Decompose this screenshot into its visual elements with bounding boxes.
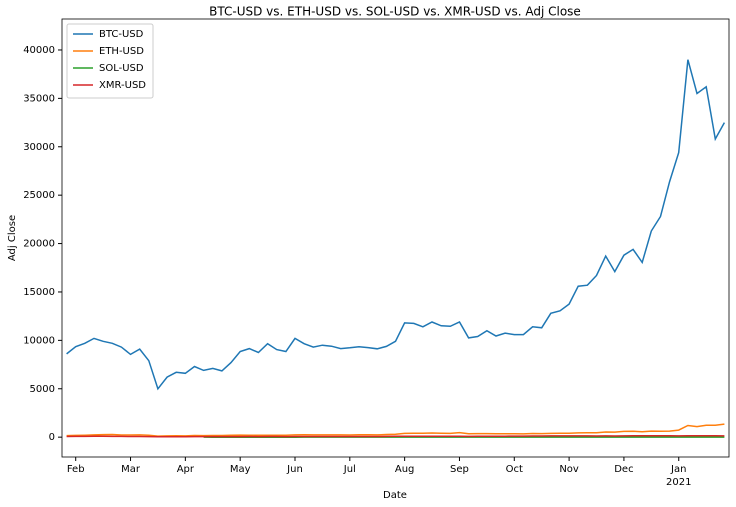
series-line (66, 434, 725, 438)
x-tick-label: May (230, 464, 251, 475)
y-tick-label: 20000 (23, 239, 55, 250)
legend-label: ETH-USD (99, 46, 144, 57)
y-tick-label: 10000 (23, 335, 55, 346)
y-tick-label: 0 (49, 432, 55, 443)
x-tick-label: Aug (395, 464, 415, 475)
x-tick-label: Jun (286, 464, 303, 475)
series-line (66, 59, 726, 391)
legend-box (66, 23, 154, 99)
x-tick-label: Jan (670, 464, 686, 475)
y-tick-label: 40000 (23, 45, 55, 56)
legend-label: SOL-USD (99, 63, 144, 74)
y-tick-label: 25000 (23, 190, 55, 201)
legend-label: XMR-USD (99, 80, 146, 91)
chart-title: BTC-USD vs. ETH-USD vs. SOL-USD vs. XMR-… (209, 5, 581, 19)
y-tick-label: 15000 (23, 287, 55, 298)
x-tick-label: Sep (450, 464, 469, 475)
y-tick-label: 30000 (23, 142, 55, 153)
legend-label: BTC-USD (99, 29, 144, 40)
x-tick-label: Feb (67, 464, 85, 475)
x-tick-label: Jul (343, 464, 356, 475)
plot-frame (61, 18, 730, 458)
x-tick-label: Apr (177, 464, 195, 475)
y-tick-label: 35000 (23, 93, 55, 104)
x-year-label: 2021 (666, 477, 691, 488)
x-tick-label: Dec (614, 464, 633, 475)
x-tick-label: Oct (506, 464, 523, 475)
x-tick-label: Nov (559, 464, 579, 475)
y-axis-label: Adj Close (7, 215, 18, 261)
series-line (66, 423, 725, 437)
x-axis-label: Date (383, 490, 407, 501)
y-tick-label: 5000 (30, 384, 55, 395)
x-tick-label: Mar (121, 464, 141, 475)
